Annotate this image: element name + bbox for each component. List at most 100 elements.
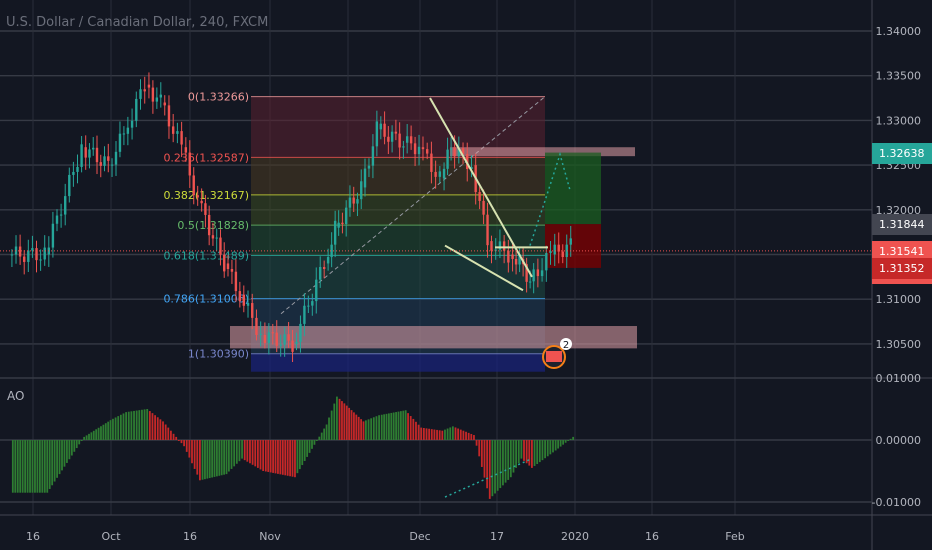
ao-bar bbox=[196, 440, 199, 475]
ao-bar bbox=[407, 413, 409, 440]
ao-bar bbox=[78, 440, 81, 445]
candle-body bbox=[319, 267, 322, 280]
candle-body bbox=[80, 144, 83, 167]
candle-body bbox=[478, 192, 481, 201]
candle-body bbox=[275, 332, 278, 346]
ao-bar bbox=[11, 440, 14, 493]
candle-body bbox=[405, 136, 409, 143]
ao-bar bbox=[546, 440, 549, 457]
ao-bar bbox=[26, 440, 29, 493]
ao-bar bbox=[486, 440, 489, 489]
candle-body bbox=[494, 249, 497, 251]
ao-bar bbox=[467, 432, 470, 440]
candle-body bbox=[107, 156, 110, 161]
candle-body bbox=[55, 215, 59, 224]
ao-bar bbox=[444, 429, 446, 440]
candle-body bbox=[383, 123, 386, 137]
ao-bar bbox=[154, 415, 157, 440]
candle-body bbox=[482, 200, 485, 215]
ao-bar bbox=[259, 440, 262, 470]
ao-bar bbox=[433, 429, 436, 440]
candle-body bbox=[449, 148, 453, 150]
candle-body bbox=[333, 220, 337, 245]
ao-bar bbox=[355, 414, 358, 440]
price-tag-green: 1.32638 bbox=[872, 142, 932, 164]
candle-body bbox=[387, 136, 390, 142]
ao-bar bbox=[512, 440, 515, 473]
ao-bar bbox=[281, 440, 284, 475]
candle-body bbox=[215, 237, 218, 239]
ao-bar bbox=[441, 430, 444, 440]
candle-body bbox=[490, 241, 493, 251]
ao-bar bbox=[191, 440, 193, 464]
ao-bar bbox=[233, 440, 236, 467]
candle-body bbox=[155, 97, 159, 102]
fib-level-label: 0.236(1.32587) bbox=[163, 151, 249, 164]
ao-bar bbox=[63, 440, 66, 467]
price-axis-label: 1.31000 bbox=[876, 293, 922, 306]
ao-bar bbox=[75, 440, 78, 449]
ao-bar bbox=[159, 419, 162, 440]
position-target-zone bbox=[545, 152, 601, 225]
ao-bar bbox=[528, 440, 531, 466]
ao-bar bbox=[557, 440, 560, 449]
candle-body bbox=[135, 98, 138, 121]
ao-bar bbox=[399, 411, 402, 440]
ao-bar bbox=[201, 440, 204, 480]
candle-body bbox=[303, 305, 306, 324]
candle-body bbox=[267, 332, 271, 344]
ao-bar bbox=[404, 410, 407, 440]
ao-bar bbox=[29, 440, 31, 493]
candle-body bbox=[434, 171, 437, 177]
candle-body bbox=[344, 207, 348, 225]
ao-bar bbox=[301, 440, 304, 466]
ao-bar bbox=[61, 440, 63, 471]
ao-bar bbox=[341, 401, 343, 440]
fib-trend-line bbox=[280, 96, 546, 315]
ao-bar bbox=[375, 416, 378, 440]
ao-bar bbox=[470, 433, 473, 440]
ao-bar bbox=[499, 440, 502, 489]
ao-bar bbox=[397, 411, 400, 440]
ao-bar bbox=[90, 432, 93, 440]
ao-bar bbox=[343, 403, 346, 440]
ao-bar bbox=[417, 424, 420, 440]
candle-body bbox=[72, 171, 75, 175]
ao-bar bbox=[303, 440, 306, 461]
candle-body bbox=[14, 246, 18, 255]
ao-bar bbox=[541, 440, 544, 461]
ao-bar bbox=[114, 417, 117, 440]
ao-bar bbox=[289, 440, 292, 477]
ao-bar bbox=[325, 424, 328, 440]
ao-bar bbox=[294, 440, 296, 478]
ao-bar bbox=[311, 440, 313, 449]
candle-body bbox=[84, 147, 87, 158]
ao-bar bbox=[402, 410, 405, 440]
ao-bar bbox=[177, 440, 180, 441]
fib-level-label: 0.382(1.32167) bbox=[163, 189, 249, 202]
ao-bar bbox=[104, 423, 107, 440]
ao-bar bbox=[146, 409, 149, 440]
ao-bar bbox=[180, 440, 183, 444]
ao-bar bbox=[185, 440, 188, 452]
candle-body bbox=[536, 269, 540, 277]
ao-bar bbox=[554, 440, 557, 451]
ao-bar bbox=[51, 440, 54, 486]
ao-bar bbox=[148, 411, 151, 440]
ao-bar bbox=[175, 436, 178, 440]
candle-body bbox=[430, 153, 433, 172]
candle-body bbox=[352, 197, 355, 204]
supply-zone bbox=[450, 147, 635, 157]
ao-divergence-line bbox=[444, 457, 533, 498]
candle-body bbox=[379, 123, 383, 130]
ao-bar bbox=[238, 440, 241, 462]
ao-bar bbox=[315, 440, 318, 441]
ao-bar bbox=[564, 440, 567, 443]
ao-bar bbox=[291, 440, 294, 477]
candle-body bbox=[147, 84, 151, 88]
ao-bar bbox=[507, 440, 510, 480]
candle-body bbox=[259, 333, 262, 335]
candle-body bbox=[68, 174, 71, 197]
ao-bar bbox=[141, 409, 143, 440]
